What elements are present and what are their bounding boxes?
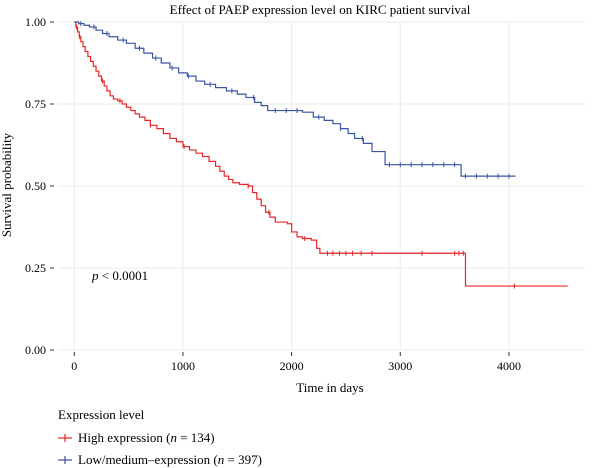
- series-0: [74, 21, 568, 289]
- series-1: [74, 21, 516, 179]
- x-tick-label: 1000: [171, 359, 195, 373]
- survival-curve: [74, 21, 516, 177]
- y-tick-label: 0.75: [25, 97, 46, 111]
- legend-item-high: High expression (n = 134): [58, 430, 215, 445]
- x-tick-label: 0: [71, 359, 77, 373]
- y-axis-label: Survival probability: [0, 132, 14, 237]
- legend-title: Expression level: [58, 407, 145, 422]
- x-axis-label: Time in days: [296, 380, 363, 395]
- y-tick-label: 0.50: [25, 179, 46, 193]
- x-tick-label: 2000: [280, 359, 304, 373]
- survival-curves: [74, 21, 568, 289]
- p-value-text: < 0.0001: [99, 268, 149, 283]
- gridlines: [58, 21, 585, 351]
- x-axis-ticks: 0 1000 2000 3000 4000: [71, 352, 521, 373]
- survival-curve: [74, 21, 568, 287]
- x-tick-label: 3000: [388, 359, 412, 373]
- y-tick-label: 1.00: [25, 15, 46, 29]
- y-axis-ticks: 0.00 0.25 0.50 0.75 1.00: [25, 15, 54, 357]
- x-tick-label: 4000: [497, 359, 521, 373]
- p-value-symbol: p: [91, 268, 99, 283]
- legend-item-low-medium: Low/medium–expression (n = 397): [58, 452, 262, 467]
- p-value-annotation: p < 0.0001: [91, 268, 148, 283]
- chart-title: Effect of PAEP expression level on KIRC …: [170, 2, 471, 17]
- legend-label-low-medium: Low/medium–expression (n = 397): [78, 452, 262, 467]
- y-tick-label: 0.25: [25, 261, 46, 275]
- y-tick-label: 0.00: [25, 343, 46, 357]
- legend-label-high: High expression (n = 134): [78, 430, 215, 445]
